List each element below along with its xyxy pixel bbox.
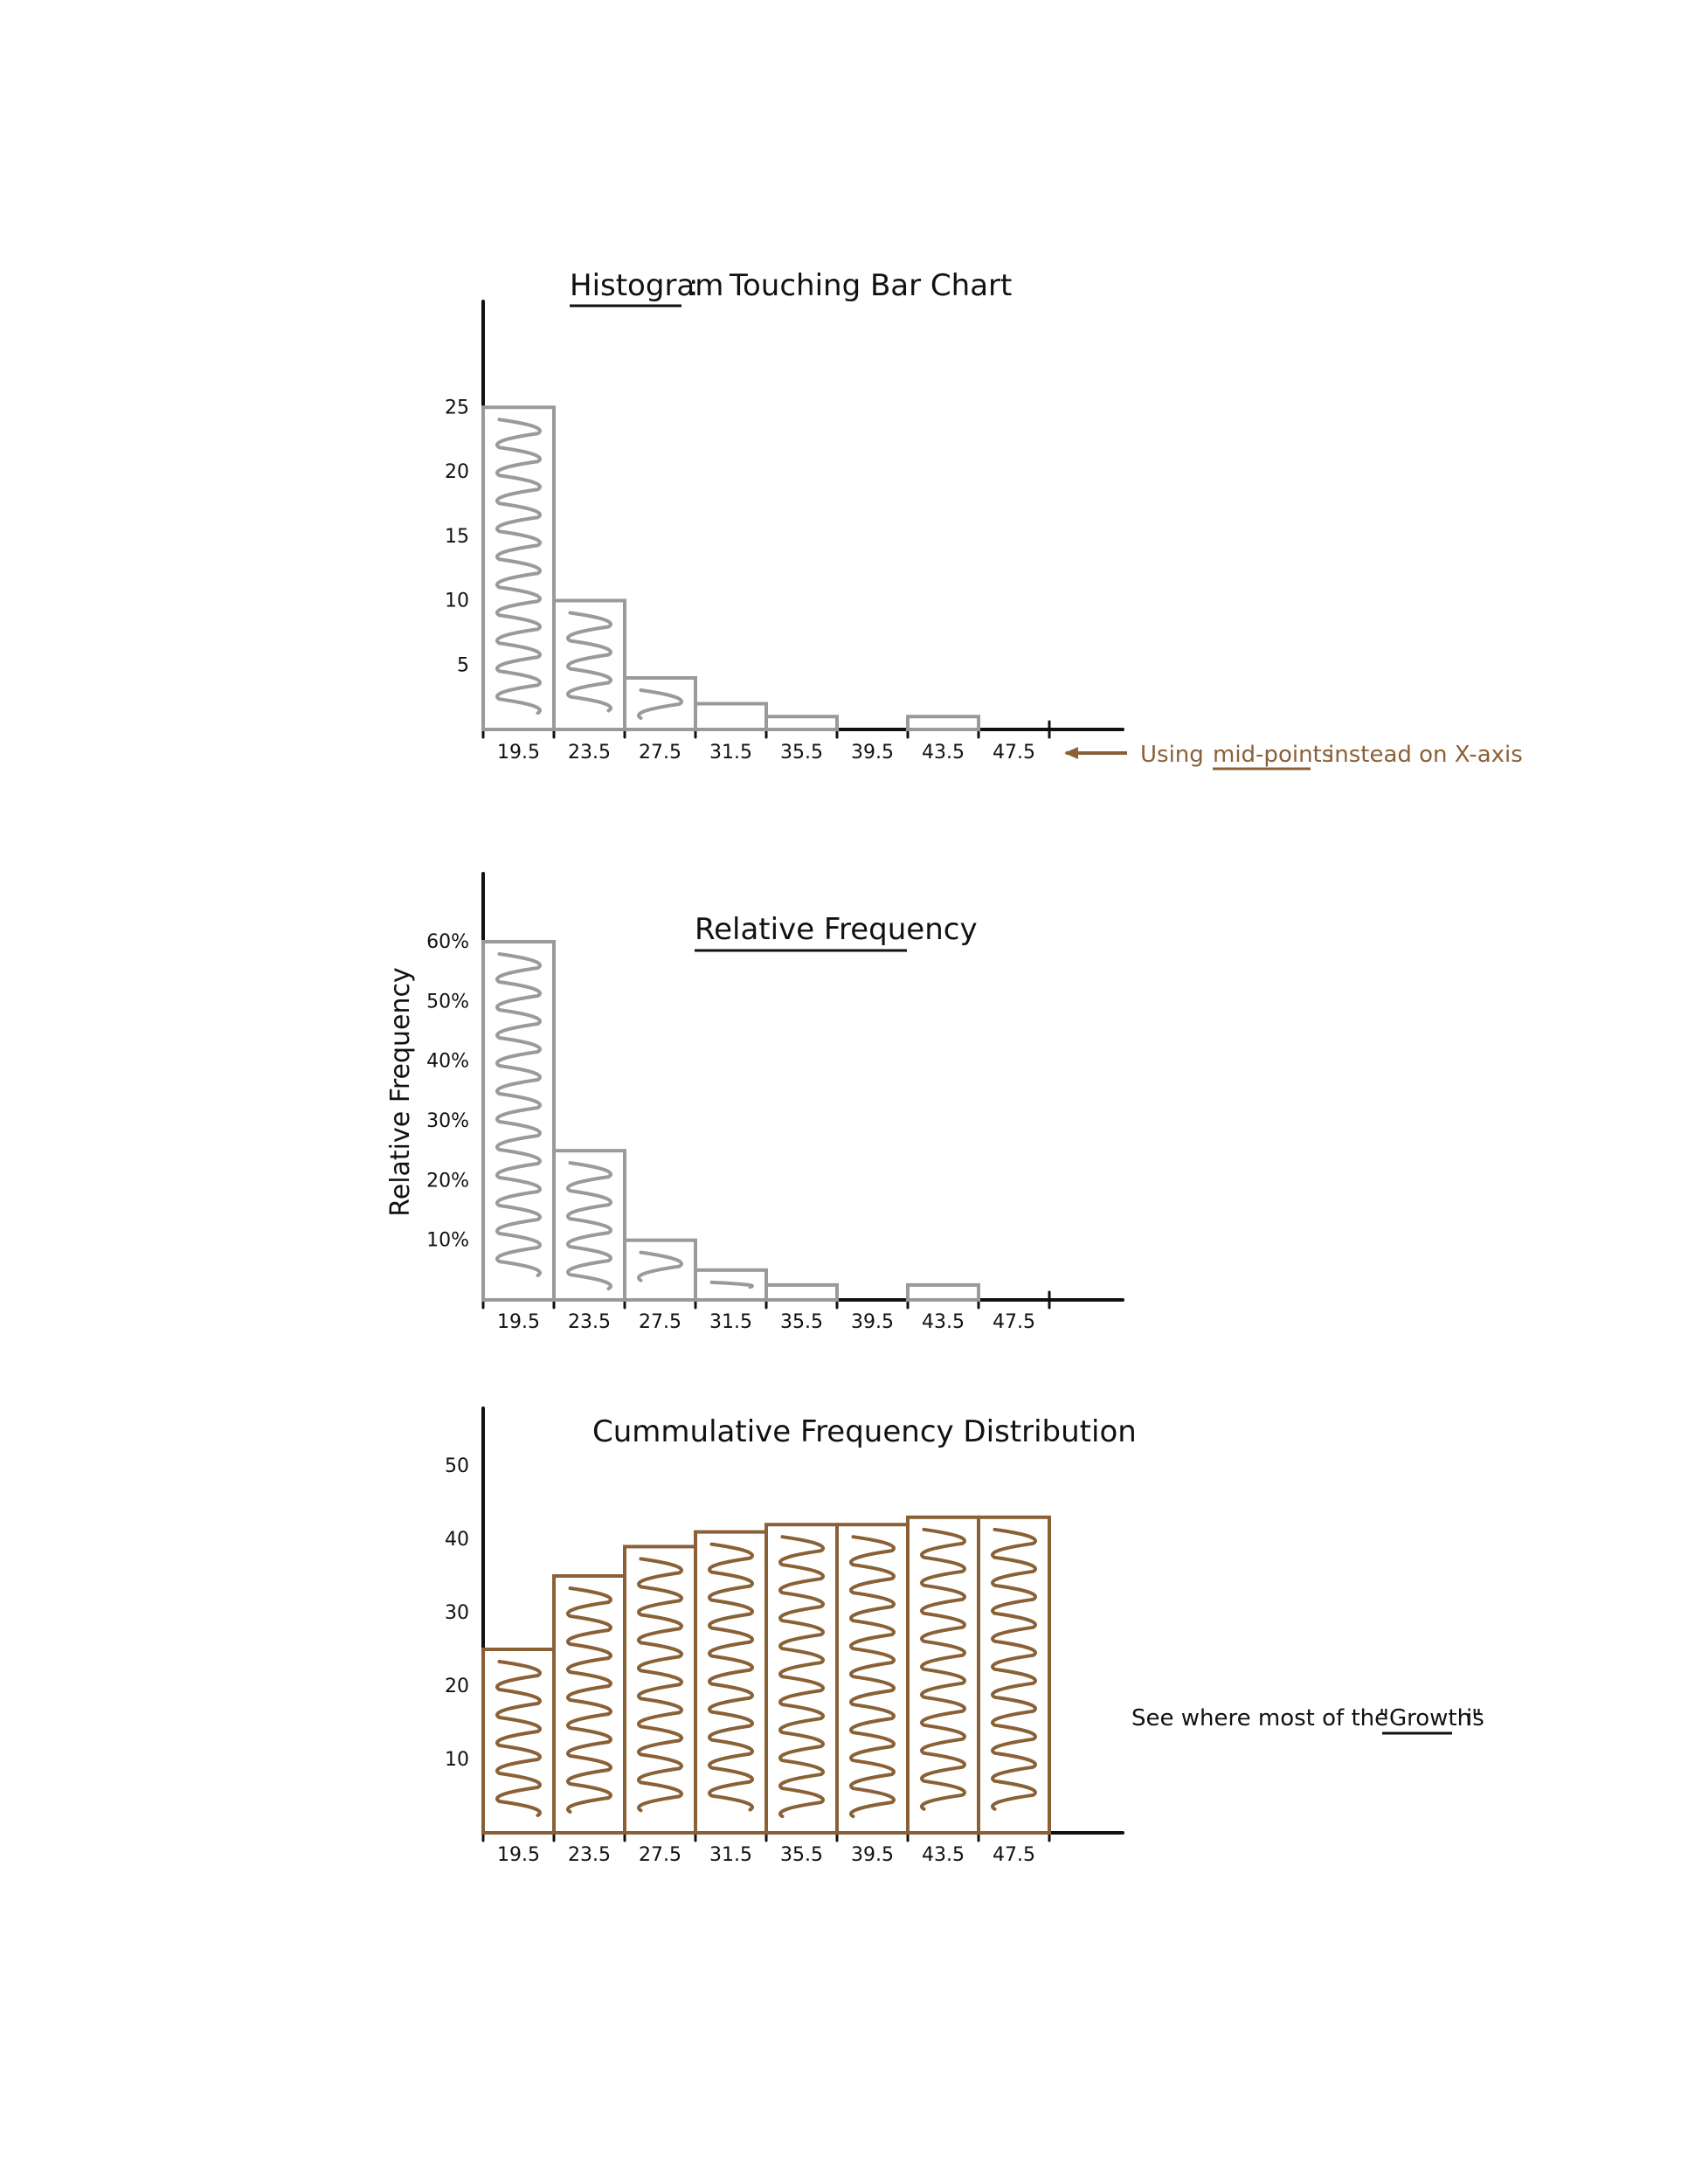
relative-frequency-bars xyxy=(481,940,980,1303)
growth-note-suffix: is xyxy=(1466,1705,1484,1731)
relative-frequency-x-tick-label: 47.5 xyxy=(993,1311,1035,1333)
relative-frequency-bar xyxy=(906,1282,980,1302)
cumulative-frequency-bar-scribble xyxy=(849,1535,896,1819)
histogram-bar xyxy=(694,702,768,731)
histogram-x-tick-label: 47.5 xyxy=(993,742,1035,764)
histogram-y-tick-label: 20 xyxy=(445,461,469,483)
cumulative-frequency-x-tick-label: 27.5 xyxy=(639,1844,681,1866)
cumulative-frequency-y-tick-label: 40 xyxy=(445,1529,469,1551)
cumulative-frequency-x-tick-label: 19.5 xyxy=(497,1844,540,1866)
histogram-y-tick-labels: 5 10 15 20 25 xyxy=(445,397,469,676)
cumulative-frequency-y-tick-label: 10 xyxy=(445,1749,469,1771)
histogram-bar-scribble xyxy=(566,611,612,713)
histogram-bar xyxy=(623,676,697,731)
cumulative-frequency-bar-scribble xyxy=(495,1660,542,1817)
histogram-x-tick-label: 31.5 xyxy=(709,742,752,764)
relative-frequency-bar xyxy=(764,1282,839,1302)
relative-frequency-bar-scribble xyxy=(495,952,542,1277)
relative-frequency-y-tick-label: 60% xyxy=(426,931,469,953)
relative-frequency-title: Relative Frequency xyxy=(695,912,978,947)
relative-frequency-chart: Relative Frequency Relative Frequency 10… xyxy=(385,872,1124,1333)
relative-frequency-x-tick-labels: 19.5 23.5 27.5 31.5 35.5 39.5 43.5 47.5 xyxy=(497,1311,1035,1333)
growth-note-emph: "Growth" xyxy=(1379,1705,1482,1731)
histogram-bar xyxy=(552,598,626,731)
cumulative-frequency-bar-scribble xyxy=(920,1527,966,1811)
histogram-y-tick-label: 25 xyxy=(445,397,469,418)
histogram-x-tick-labels: 19.5 23.5 27.5 31.5 35.5 39.5 43.5 47.5 xyxy=(497,742,1035,764)
relative-frequency-bar xyxy=(481,940,556,1302)
relative-frequency-y-tick-label: 30% xyxy=(426,1110,469,1132)
histogram-bar xyxy=(906,715,980,731)
histogram-x-tick-label: 23.5 xyxy=(568,742,611,764)
cumulative-frequency-bar xyxy=(977,1515,1051,1835)
cumulative-frequency-bar-scribble xyxy=(708,1542,754,1812)
cumulative-frequency-bar-scribble xyxy=(637,1557,683,1813)
histogram-bar-scribble xyxy=(495,418,542,715)
arrow-left-icon xyxy=(1064,747,1078,759)
histogram-y-tick-label: 5 xyxy=(457,654,469,676)
histogram-x-tick-label: 43.5 xyxy=(922,742,965,764)
midpoints-annotation: Using mid-points instead on X-axis xyxy=(1064,742,1523,771)
relative-frequency-bar-scribble xyxy=(637,1250,683,1282)
histogram-x-tick-label: 19.5 xyxy=(497,742,540,764)
cumulative-frequency-bar-scribble xyxy=(991,1527,1037,1811)
cumulative-frequency-bars xyxy=(481,1515,1051,1835)
cumulative-frequency-bar-scribble xyxy=(778,1535,825,1819)
relative-frequency-x-tick-label: 19.5 xyxy=(497,1311,540,1333)
histogram-title-rest: Touching Bar Chart xyxy=(729,268,1012,303)
cumulative-frequency-bar-scribble xyxy=(566,1586,612,1814)
relative-frequency-bar-scribble xyxy=(709,1280,754,1289)
relative-frequency-y-tick-labels: 10% 20% 30% 40% 50% 60% xyxy=(426,931,469,1252)
cumulative-frequency-y-tick-label: 20 xyxy=(445,1676,469,1697)
histogram-y-tick-label: 10 xyxy=(445,591,469,612)
relative-frequency-y-tick-label: 10% xyxy=(426,1230,469,1252)
histogram-title-main: Histogram xyxy=(570,268,723,303)
relative-frequency-x-tick-label: 23.5 xyxy=(568,1311,611,1333)
cumulative-frequency-x-tick-label: 47.5 xyxy=(993,1844,1035,1866)
growth-annotation: See where most of the "Growth" is xyxy=(1131,1705,1484,1735)
cumulative-frequency-y-tick-label: 50 xyxy=(445,1455,469,1477)
relative-frequency-y-tick-label: 50% xyxy=(426,991,469,1013)
cumulative-frequency-x-tick-label: 31.5 xyxy=(709,1844,752,1866)
relative-frequency-x-tick-label: 31.5 xyxy=(709,1311,752,1333)
cumulative-frequency-y-tick-labels: 10 20 30 40 50 xyxy=(445,1455,469,1771)
cumulative-frequency-x-tick-label: 43.5 xyxy=(922,1844,965,1866)
histogram-title-colon: : xyxy=(688,268,698,303)
relative-frequency-y-tick-label: 40% xyxy=(426,1051,469,1073)
relative-frequency-x-tick-label: 27.5 xyxy=(639,1311,681,1333)
cumulative-frequency-bar xyxy=(694,1530,768,1835)
cumulative-frequency-title: Cummulative Frequency Distribution xyxy=(592,1414,1137,1449)
relative-frequency-x-tick-label: 43.5 xyxy=(922,1311,965,1333)
cumulative-frequency-y-tick-label: 30 xyxy=(445,1602,469,1624)
growth-note-prefix: See where most of the xyxy=(1131,1705,1388,1731)
histogram-y-tick-label: 15 xyxy=(445,526,469,548)
midpoints-note-prefix: Using xyxy=(1140,742,1204,768)
midpoints-note-suffix: instead on X-axis xyxy=(1328,742,1523,768)
cumulative-frequency-x-tick-label: 35.5 xyxy=(780,1844,823,1866)
cumulative-frequency-chart: Cummulative Frequency Distribution 10 20 3… xyxy=(445,1406,1137,1866)
relative-frequency-x-tick-label: 39.5 xyxy=(851,1311,894,1333)
cumulative-frequency-x-tick-label: 39.5 xyxy=(851,1844,894,1866)
midpoints-note-emph: mid-points xyxy=(1213,742,1333,768)
cumulative-frequency-x-tick-labels: 19.5 23.5 27.5 31.5 35.5 39.5 43.5 47.5 xyxy=(497,1844,1035,1866)
relative-frequency-x-tick-label: 35.5 xyxy=(780,1311,823,1333)
cumulative-frequency-x-tick-label: 23.5 xyxy=(568,1844,611,1866)
relative-frequency-y-tick-label: 20% xyxy=(426,1170,469,1192)
histogram-chart: Histogram : Touching Bar Chart 5 10 15 20 25… xyxy=(445,268,1124,764)
histogram-bar-scribble xyxy=(637,688,683,720)
histogram-bar xyxy=(481,405,556,731)
relative-frequency-bar xyxy=(552,1149,626,1302)
histogram-x-tick-label: 35.5 xyxy=(780,742,823,764)
histogram-x-tick-label: 27.5 xyxy=(639,742,681,764)
relative-frequency-y-axis-label: Relative Frequency xyxy=(385,967,416,1217)
histogram-bars xyxy=(481,405,980,731)
histogram-x-tick-label: 39.5 xyxy=(851,742,894,764)
relative-frequency-bar-scribble xyxy=(566,1161,612,1291)
histogram-bar xyxy=(764,715,839,731)
